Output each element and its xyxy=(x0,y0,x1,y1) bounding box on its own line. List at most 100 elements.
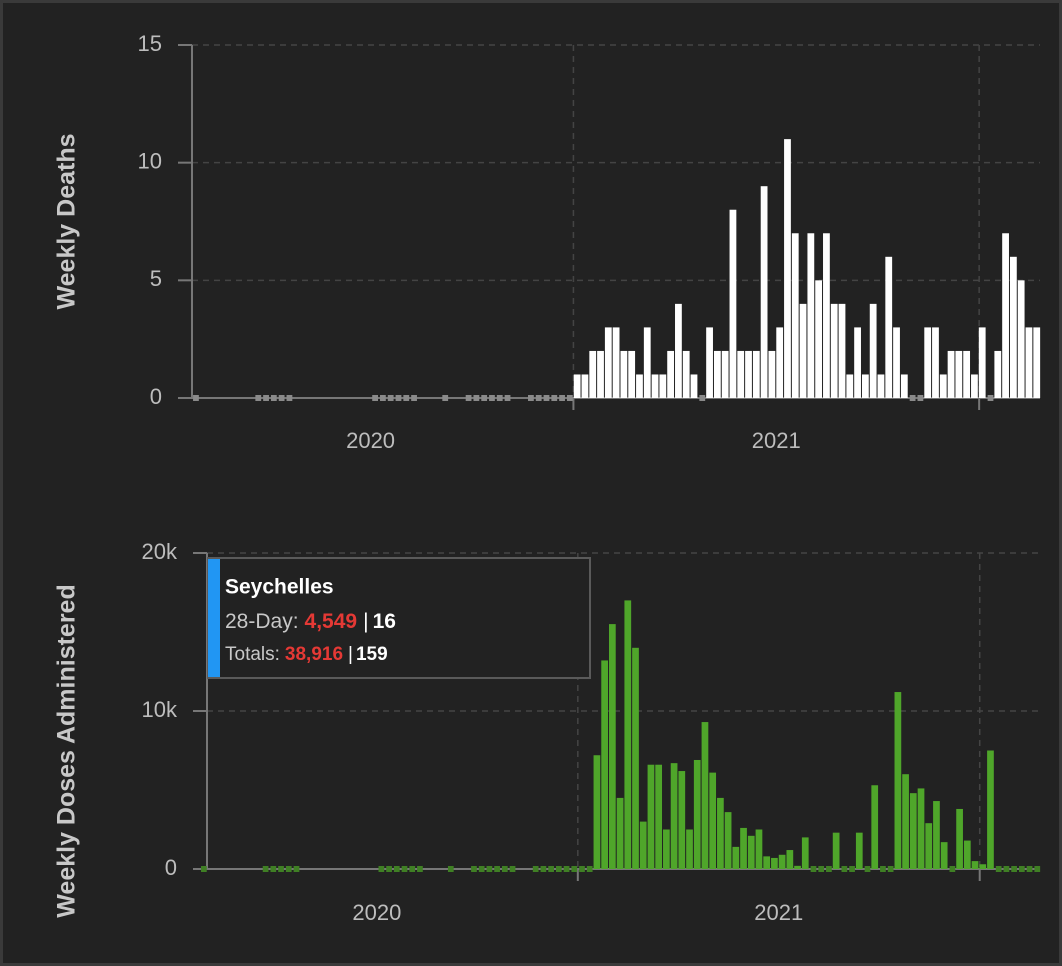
bar xyxy=(832,832,840,869)
zero-marker xyxy=(465,395,472,401)
zero-marker xyxy=(447,866,454,872)
zero-marker xyxy=(486,866,493,872)
chart: 0 5 10 15 2020 2021 Weekly Deaths xyxy=(53,31,1041,453)
bar xyxy=(861,374,869,398)
bar xyxy=(1002,233,1009,398)
bar xyxy=(737,350,745,398)
bar xyxy=(855,832,863,869)
bar xyxy=(987,750,994,869)
zero-marker xyxy=(548,866,554,872)
bar xyxy=(732,846,740,869)
zero-marker xyxy=(293,866,300,872)
bar xyxy=(947,350,955,398)
zero-marker xyxy=(496,395,503,401)
bar xyxy=(647,764,655,869)
bar xyxy=(807,233,815,398)
bar xyxy=(670,763,678,869)
zero-marker xyxy=(201,866,207,872)
zero-marker xyxy=(571,866,578,872)
tooltip-row: Totals: 38,916 | 159 xyxy=(225,644,388,665)
separator: | xyxy=(348,644,353,665)
bar xyxy=(894,692,902,869)
zero-marker xyxy=(841,866,848,872)
chart: 0 10k 20k 2020 2021 Weekly Doses Administered xyxy=(53,539,1041,925)
bar xyxy=(667,350,675,398)
bar xyxy=(900,374,908,398)
bar xyxy=(956,808,963,869)
y-tick-label: 20k xyxy=(142,539,178,564)
bar xyxy=(686,829,693,869)
tooltip-title: Seychelles xyxy=(225,576,334,599)
bar xyxy=(791,233,799,398)
bar xyxy=(794,865,801,869)
zero-marker xyxy=(286,395,293,401)
bar xyxy=(724,812,732,869)
zero-marker xyxy=(864,866,871,872)
zero-marker xyxy=(563,866,570,872)
x-tick-label: 2020 xyxy=(352,900,401,925)
zero-marker xyxy=(501,866,508,872)
bar xyxy=(885,256,893,398)
bar xyxy=(612,327,620,398)
bar xyxy=(925,823,933,869)
bar xyxy=(917,788,925,869)
zero-marker xyxy=(395,395,402,401)
zero-marker xyxy=(442,395,449,401)
zero-marker xyxy=(193,395,199,401)
zero-marker xyxy=(1011,866,1017,872)
bar xyxy=(933,801,940,869)
bar xyxy=(713,350,721,398)
bar xyxy=(608,624,616,869)
y-tick-label: 15 xyxy=(138,31,162,56)
zero-marker xyxy=(887,866,894,872)
bar xyxy=(597,350,604,398)
deaths-value: 159 xyxy=(356,644,388,665)
bar xyxy=(678,771,686,869)
cases-value: 4,549 xyxy=(305,610,358,633)
y-tick-label: 5 xyxy=(150,266,162,291)
zero-marker xyxy=(699,395,706,401)
y-tick-label: 0 xyxy=(165,855,177,880)
zero-marker xyxy=(949,866,956,872)
y-tick-label: 0 xyxy=(150,384,162,409)
bar xyxy=(871,785,879,869)
x-tick-label: 2021 xyxy=(754,900,803,925)
separator: | xyxy=(363,610,368,633)
row-label: Totals: xyxy=(225,644,280,665)
bar xyxy=(994,350,1002,398)
row-label: 28-Day: xyxy=(225,610,299,633)
bar xyxy=(616,797,624,869)
zero-marker xyxy=(1018,866,1025,872)
bar xyxy=(1025,327,1033,398)
bar xyxy=(763,856,771,869)
bar xyxy=(675,303,682,398)
bar xyxy=(978,327,986,398)
bar xyxy=(651,374,659,398)
y-tick-label: 10 xyxy=(138,148,162,173)
zero-marker xyxy=(285,866,292,872)
bar xyxy=(846,374,854,398)
bar xyxy=(755,829,763,869)
bar xyxy=(940,842,948,869)
zero-marker xyxy=(1003,866,1010,872)
zero-marker xyxy=(532,866,539,872)
zero-marker xyxy=(551,395,558,401)
x-tick-label: 2021 xyxy=(752,428,801,453)
zero-marker xyxy=(1026,866,1033,872)
bar xyxy=(624,600,632,869)
bar xyxy=(1033,327,1041,398)
bar xyxy=(760,186,768,398)
zero-marker xyxy=(278,395,285,401)
y-axis-title: Weekly Deaths xyxy=(53,133,81,309)
zero-marker xyxy=(278,866,284,872)
bar xyxy=(663,829,670,869)
zero-marker xyxy=(566,395,573,401)
tooltip-row: 28-Day: 4,549 | 16 xyxy=(225,610,396,633)
zero-marker xyxy=(393,866,400,872)
bar xyxy=(709,772,717,869)
zero-marker xyxy=(826,866,832,872)
zero-marker xyxy=(409,866,416,872)
bar xyxy=(786,850,794,869)
bar xyxy=(877,374,885,398)
